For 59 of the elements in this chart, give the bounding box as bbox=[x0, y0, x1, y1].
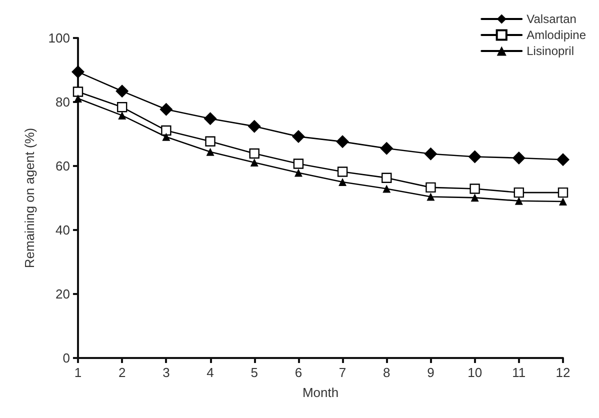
point bbox=[292, 130, 305, 144]
x-tick-label: 3 bbox=[162, 365, 170, 380]
point bbox=[558, 187, 568, 198]
legend-label: Valsartan bbox=[526, 12, 576, 26]
legend-label: Amlodipine bbox=[526, 28, 586, 42]
point bbox=[337, 166, 348, 177]
x-tick-label: 1 bbox=[74, 365, 82, 380]
point bbox=[470, 194, 479, 202]
point bbox=[204, 112, 217, 126]
point bbox=[293, 158, 304, 169]
point bbox=[424, 147, 438, 160]
point bbox=[72, 86, 84, 97]
point bbox=[514, 187, 524, 198]
point bbox=[514, 196, 523, 205]
point bbox=[382, 172, 392, 183]
x-tick-label: 7 bbox=[338, 365, 346, 380]
x-tick-label: 11 bbox=[512, 365, 526, 380]
point bbox=[206, 148, 214, 156]
point bbox=[426, 192, 435, 201]
point bbox=[249, 148, 260, 159]
y-tick-label: 40 bbox=[56, 222, 70, 238]
point bbox=[248, 120, 261, 133]
x-tick-label: 2 bbox=[118, 365, 126, 380]
point bbox=[468, 150, 482, 164]
point bbox=[116, 84, 129, 98]
point bbox=[294, 168, 302, 177]
x-tick-label: 8 bbox=[383, 365, 390, 380]
x-tick-label: 9 bbox=[427, 365, 434, 380]
y-tick-label: 0 bbox=[62, 350, 70, 366]
point bbox=[160, 102, 173, 116]
point bbox=[470, 184, 480, 194]
point bbox=[161, 125, 172, 136]
y-tick-label: 20 bbox=[56, 286, 70, 302]
y-axis-title: Remaining on agent (%) bbox=[22, 128, 37, 268]
point bbox=[338, 178, 347, 186]
point bbox=[426, 182, 436, 193]
y-tick-label: 80 bbox=[56, 94, 70, 110]
x-tick-label: 12 bbox=[556, 365, 570, 380]
point bbox=[116, 102, 128, 112]
point bbox=[382, 184, 391, 193]
point bbox=[559, 198, 567, 206]
point bbox=[336, 135, 350, 148]
point bbox=[74, 94, 82, 102]
point bbox=[512, 152, 526, 164]
x-tick-label: 10 bbox=[468, 365, 482, 380]
point bbox=[380, 142, 394, 155]
y-tick-label: 60 bbox=[56, 158, 70, 174]
point bbox=[118, 111, 126, 120]
y-tick-label: 100 bbox=[48, 30, 70, 46]
x-tick-label: 4 bbox=[206, 365, 214, 380]
point bbox=[162, 132, 170, 141]
point bbox=[72, 65, 84, 78]
legend-label: Lisinopril bbox=[526, 44, 574, 58]
x-tick-label: 6 bbox=[294, 365, 302, 380]
x-tick-label: 5 bbox=[250, 365, 258, 380]
point bbox=[556, 153, 570, 166]
point bbox=[250, 158, 258, 166]
point bbox=[205, 136, 216, 146]
x-axis-title: Month bbox=[302, 385, 339, 400]
